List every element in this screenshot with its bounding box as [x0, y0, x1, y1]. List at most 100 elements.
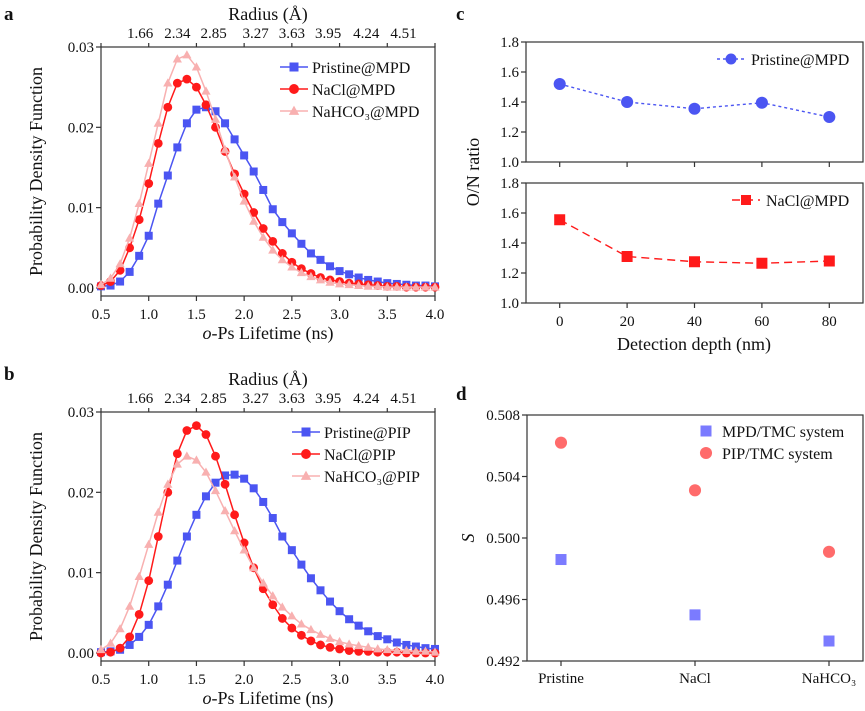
data-point: [354, 621, 363, 630]
plot-frame: [100, 411, 436, 662]
data-point: [211, 478, 220, 487]
x-tick-label: 20: [620, 314, 635, 330]
y-tick-label: 0.01: [68, 201, 94, 217]
series-line: [559, 83, 830, 118]
data-point: [287, 546, 296, 555]
data-point: [306, 574, 315, 583]
data-point: [326, 597, 335, 606]
data-point: [96, 644, 106, 654]
top-tick-label: 4.51: [390, 26, 416, 42]
data-point: [411, 646, 421, 655]
data-point: [134, 198, 144, 208]
data-point: [182, 532, 191, 541]
legend-label: Pristine@MPD: [751, 52, 849, 69]
y-tick-label: 1.8: [500, 35, 519, 51]
legend-marker: [725, 53, 737, 65]
data-point: [220, 505, 230, 515]
legend-marker: [699, 446, 713, 460]
top-tick-label: 1.66: [127, 26, 154, 42]
top-tick-label: 3.27: [242, 391, 269, 407]
data-point: [334, 636, 345, 646]
data-point: [268, 205, 277, 214]
legend-label: PIP/TMC system: [722, 446, 833, 463]
x-tick-label: 2.0: [235, 672, 254, 688]
y-tick-label: 1.4: [500, 95, 519, 111]
legend-label: MPD/TMC system: [722, 424, 845, 441]
data-point: [172, 449, 182, 459]
x-tick-label: 4.0: [426, 672, 445, 688]
legend-label: NaCl@PIP: [324, 447, 396, 464]
data-point: [553, 77, 566, 91]
top-tick-label: 4.24: [353, 26, 380, 42]
data-point: [621, 251, 633, 262]
data-point: [345, 615, 354, 624]
data-point: [325, 633, 335, 642]
data-point: [402, 640, 411, 649]
data-point: [191, 62, 202, 71]
data-point: [364, 275, 373, 284]
data-point: [259, 185, 268, 194]
legend-marker: [700, 425, 712, 437]
x-axis-label: Detection depth (nm): [617, 334, 771, 355]
y-tick-label: 0.500: [486, 531, 520, 547]
series-PIP/TMC system: [554, 436, 836, 558]
top-tick-label: 2.34: [164, 26, 191, 42]
data-point: [172, 78, 182, 88]
data-point: [144, 539, 154, 548]
y-tick-label: 1.6: [500, 65, 519, 81]
data-point: [115, 259, 125, 268]
data-point: [105, 638, 116, 647]
data-point: [277, 614, 287, 623]
data-point: [144, 620, 153, 629]
data-point: [335, 607, 344, 616]
data-point: [249, 167, 258, 176]
data-point: [392, 645, 402, 654]
data-point: [192, 82, 201, 92]
data-point: [316, 255, 325, 264]
top-tick-label: 4.24: [353, 391, 380, 407]
data-point: [268, 245, 278, 254]
y-tick-label: 1.2: [500, 266, 519, 282]
data-point: [354, 640, 364, 650]
legend-label: NaHCO₃@PIP: [324, 469, 420, 486]
data-point: [154, 602, 163, 611]
data-point: [297, 560, 306, 569]
x-tick-label: 0: [556, 314, 564, 330]
data-point: [430, 647, 440, 656]
y-tick-label: 0.00: [68, 646, 94, 662]
data-point: [756, 257, 768, 269]
data-point: [277, 249, 287, 258]
data-point: [344, 279, 354, 289]
data-point: [373, 281, 383, 290]
x-tick-label: NaHCO₃: [802, 671, 856, 687]
top-tick-label: 3.95: [315, 26, 341, 42]
x-tick-label: 2.5: [282, 307, 301, 323]
data-point: [182, 74, 192, 84]
data-point: [230, 526, 240, 535]
x-tick-label: 0.5: [92, 672, 111, 688]
data-point: [823, 110, 836, 124]
x-axis-label: o-Ps Lifetime (ns): [203, 688, 334, 709]
data-point: [249, 216, 259, 225]
data-point: [554, 436, 568, 449]
y-tick-label: 0.508: [486, 408, 520, 424]
data-point: [125, 640, 134, 649]
legend-label: Pristine@MPD: [312, 60, 410, 77]
data-point: [258, 224, 268, 233]
data-point: [153, 138, 163, 148]
series-NaHCO₃@PIP: [96, 451, 440, 656]
y-axis-label: S: [458, 534, 478, 543]
legend-marker: [289, 84, 299, 94]
data-point: [211, 451, 220, 461]
data-point: [335, 267, 344, 276]
top-tick-label: 3.27: [242, 26, 269, 42]
data-point: [306, 271, 316, 281]
data-point: [344, 646, 354, 655]
y-tick-label: 1.0: [500, 296, 519, 312]
x-tick-label: 1.0: [139, 307, 158, 323]
data-point: [354, 280, 364, 289]
data-point: [316, 640, 325, 650]
data-point: [125, 601, 135, 610]
top-tick-label: 2.34: [164, 391, 191, 407]
